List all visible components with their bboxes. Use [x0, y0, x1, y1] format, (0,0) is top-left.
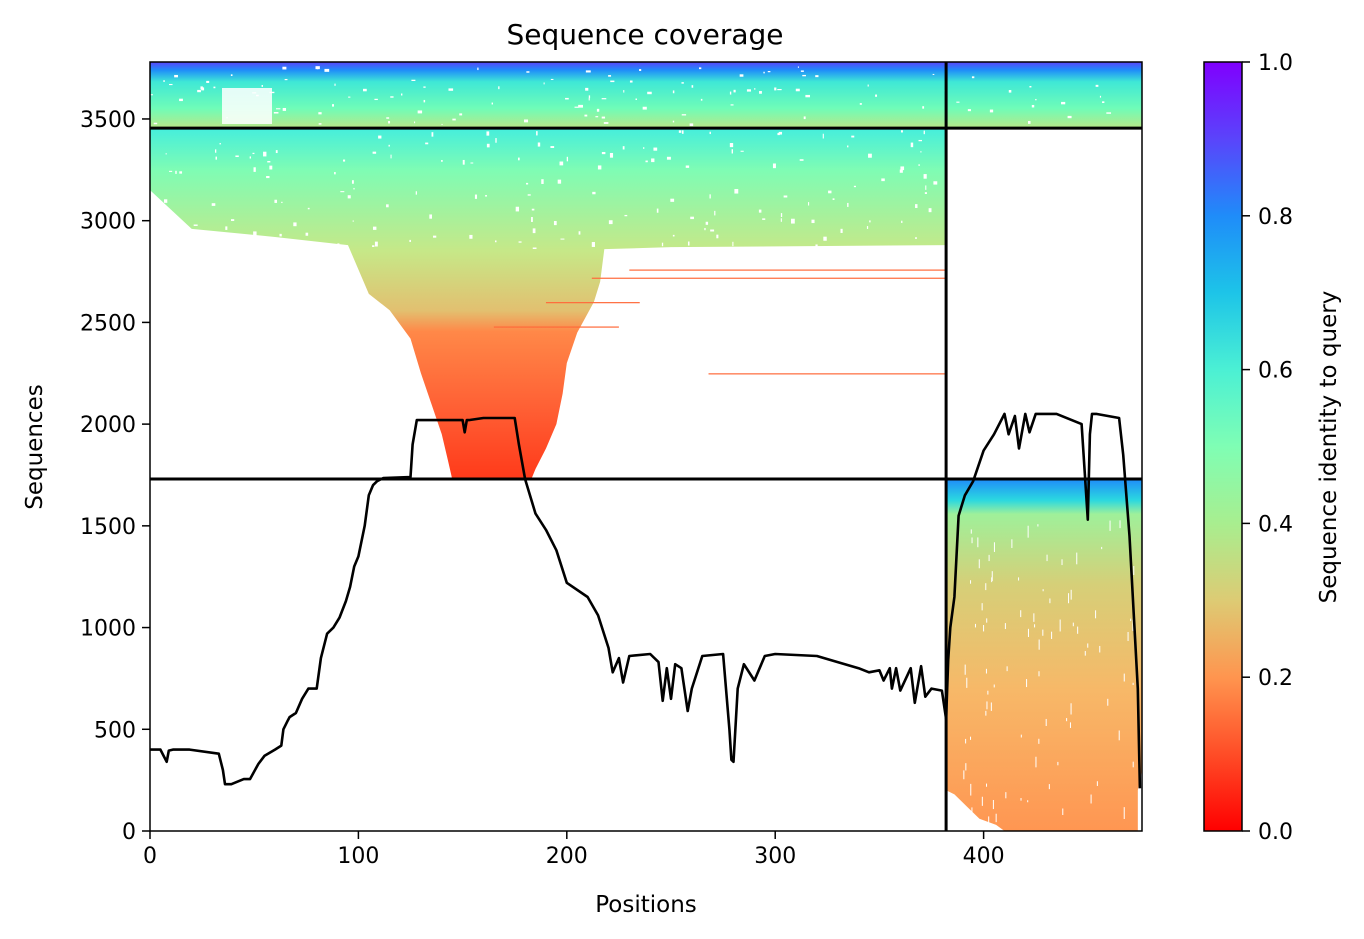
x-tick-label: 0	[143, 844, 157, 869]
colorbar-tick-label: 0.4	[1258, 512, 1293, 537]
plot-frame	[149, 61, 1143, 832]
colorbar-tick-label: 0.8	[1258, 205, 1293, 230]
x-tick-label: 200	[546, 844, 588, 869]
msa-gap-texture	[150, 66, 1135, 824]
y-tick-label: 500	[94, 718, 136, 743]
plot-area	[149, 61, 1143, 832]
y-tick-label: 1500	[80, 515, 136, 540]
coverage-line	[150, 412, 1142, 789]
colorbar-tick-label: 1.0	[1258, 51, 1293, 76]
x-tick-label: 400	[963, 844, 1005, 869]
chart-title: Sequence coverage	[506, 18, 783, 51]
colorbar-tick-label: 0.2	[1258, 666, 1293, 691]
y-tick-label: 3000	[80, 210, 136, 235]
colorbar-gradient	[1203, 61, 1243, 832]
colorbar: 0.0 0.2 0.4 0.6 0.8 1.0 Sequence identity to …	[1203, 51, 1342, 845]
msa-block-paired	[150, 62, 1142, 129]
colorbar-ticks: 0.0 0.2 0.4 0.6 0.8 1.0	[1242, 51, 1293, 845]
x-tick-label: 300	[754, 844, 796, 869]
colorbar-tick-label: 0.6	[1258, 359, 1293, 384]
y-tick-label: 3500	[80, 108, 136, 133]
x-axis-label: Positions	[595, 892, 697, 918]
colorbar-label: Sequence identity to query	[1316, 291, 1342, 604]
colorbar-tick-label: 0.0	[1258, 820, 1293, 845]
y-axis: 0 500 1000 1500 2000 2500 3000 3500	[80, 108, 150, 845]
y-tick-label: 0	[122, 820, 136, 845]
y-tick-label: 1000	[80, 617, 136, 642]
y-tick-label: 2000	[80, 413, 136, 438]
x-tick-label: 100	[337, 844, 379, 869]
y-axis-label: Sequences	[22, 384, 48, 509]
y-tick-label: 2500	[80, 311, 136, 336]
x-axis: 0 100 200 300 400	[143, 831, 1005, 869]
msa-block-chain-b	[946, 479, 1142, 831]
